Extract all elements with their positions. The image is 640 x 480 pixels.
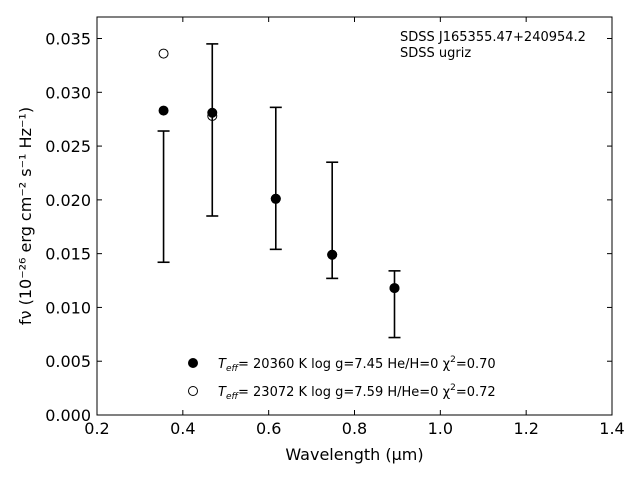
y-tick-label: 0.020 <box>45 191 91 210</box>
x-tick-label: 0.6 <box>256 419 281 438</box>
x-axis-ticks: 0.2 0.4 0.6 0.8 1.0 1.2 1.4 <box>84 17 625 438</box>
annotation-filters: SDSS ugriz <box>400 46 471 61</box>
data-series <box>158 48 400 294</box>
legend-entry-1: Teff= 20360 K log g=7.45 He/H=0 χ2=0.70 <box>218 355 496 374</box>
y-tick-label: 0.010 <box>45 298 91 317</box>
y-tick-label: 0.015 <box>45 245 91 264</box>
legend: Teff= 20360 K log g=7.45 He/H=0 χ2=0.70 … <box>188 355 496 402</box>
point-open <box>207 110 218 121</box>
x-axis-label: Wavelength (μm) <box>285 445 423 464</box>
y-axis-label: fν (10⁻²⁶ erg cm⁻² s⁻¹ Hz⁻¹) <box>16 107 35 325</box>
y-axis-ticks: 0.000 0.005 0.010 0.015 0.020 0.025 0.030 0.035 <box>45 30 612 425</box>
x-tick-label: 1.2 <box>513 419 538 438</box>
y-tick-label: 0.025 <box>45 137 91 156</box>
y-tick-label: 0.005 <box>45 352 91 371</box>
annotation-object: SDSS J165355.47+240954.2 <box>400 30 586 45</box>
point-filled <box>158 105 169 116</box>
legend-entry-2: Teff= 23072 K log g=7.59 H/He=0 χ2=0.72 <box>218 383 496 402</box>
point-open <box>270 193 281 204</box>
legend-marker-open <box>188 386 198 396</box>
y-tick-label: 0.000 <box>45 406 91 425</box>
legend-marker-filled <box>188 358 198 368</box>
plot-area <box>96 16 613 416</box>
point-filled <box>207 107 218 118</box>
x-tick-label: 0.2 <box>84 419 109 438</box>
y-tick-label: 0.030 <box>45 83 91 102</box>
point-open <box>158 48 169 59</box>
y-tick-label: 0.035 <box>45 30 91 49</box>
x-tick-label: 0.8 <box>342 419 367 438</box>
x-tick-label: 1.4 <box>599 419 624 438</box>
point-open <box>389 283 400 294</box>
point-open <box>327 249 338 260</box>
x-tick-label: 1.0 <box>428 419 453 438</box>
x-tick-label: 0.4 <box>170 419 195 438</box>
